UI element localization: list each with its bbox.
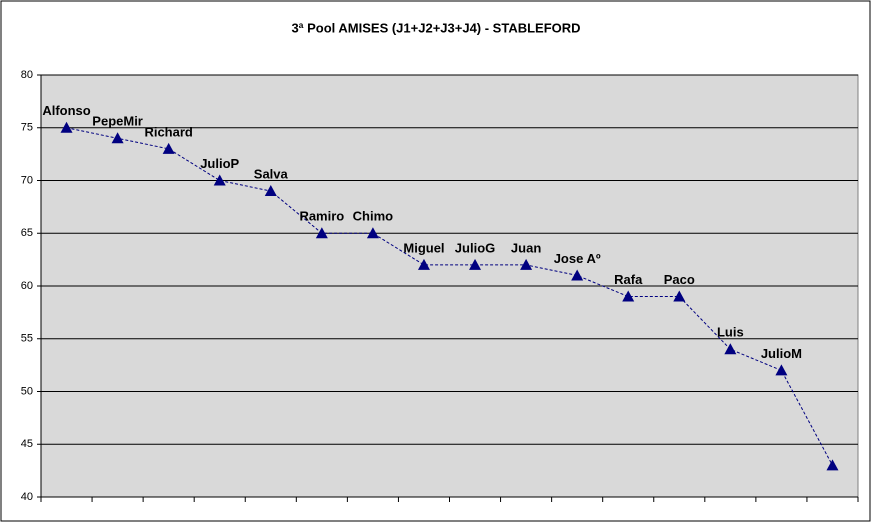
marker xyxy=(724,343,737,355)
marker xyxy=(315,227,328,239)
point-label: Salva xyxy=(254,166,289,181)
marker xyxy=(264,185,277,197)
point-label: Ramiro xyxy=(299,209,344,224)
point-label: Miguel xyxy=(403,240,444,255)
marker xyxy=(520,258,533,270)
point-label: Chimo xyxy=(353,209,394,224)
point-label: Alfonso xyxy=(42,103,90,118)
y-tick-label: 65 xyxy=(21,227,33,239)
marker xyxy=(162,142,175,154)
point-label: Jose Aº xyxy=(554,251,601,266)
marker xyxy=(673,290,686,302)
y-tick-label: 80 xyxy=(21,69,33,81)
marker xyxy=(571,269,584,281)
marker xyxy=(622,290,635,302)
point-label: Richard xyxy=(144,124,192,139)
y-tick-label: 55 xyxy=(21,333,33,345)
y-tick-label: 50 xyxy=(21,385,33,397)
marker xyxy=(775,364,788,376)
y-tick-label: 75 xyxy=(21,122,33,134)
y-tick-label: 70 xyxy=(21,174,33,186)
y-tick-label: 60 xyxy=(21,280,33,292)
marker xyxy=(213,174,226,186)
chart-title: 3ª Pool AMISES (J1+J2+J3+J4) - STABLEFOR… xyxy=(291,20,580,35)
marker xyxy=(60,121,73,133)
series-line xyxy=(66,127,833,466)
point-label: Juan xyxy=(511,240,541,255)
point-label: Paco xyxy=(664,272,695,287)
point-label: Rafa xyxy=(614,272,643,287)
point-label: PepeMir xyxy=(92,114,143,129)
marker xyxy=(366,227,379,239)
marker xyxy=(417,258,430,270)
point-label: JulioG xyxy=(455,240,495,255)
marker xyxy=(111,132,124,144)
y-tick-label: 45 xyxy=(21,438,33,450)
marker xyxy=(826,459,839,471)
point-label: Luis xyxy=(717,325,744,340)
point-label: JulioM xyxy=(761,346,802,361)
point-label: JulioP xyxy=(200,156,239,171)
marker xyxy=(469,258,482,270)
y-tick-label: 40 xyxy=(21,491,33,503)
